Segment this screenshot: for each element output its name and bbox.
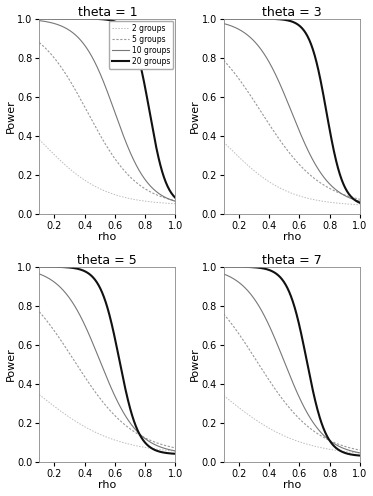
Legend: 2 groups, 5 groups, 10 groups, 20 groups: 2 groups, 5 groups, 10 groups, 20 groups bbox=[109, 21, 173, 68]
Title: theta = 7: theta = 7 bbox=[262, 253, 322, 266]
Y-axis label: Power: Power bbox=[190, 348, 200, 381]
Title: theta = 3: theta = 3 bbox=[262, 5, 322, 18]
X-axis label: rho: rho bbox=[283, 481, 301, 491]
X-axis label: rho: rho bbox=[98, 481, 116, 491]
X-axis label: rho: rho bbox=[283, 233, 301, 243]
Y-axis label: Power: Power bbox=[6, 100, 16, 133]
Y-axis label: Power: Power bbox=[190, 100, 200, 133]
Title: theta = 1: theta = 1 bbox=[78, 5, 137, 18]
Y-axis label: Power: Power bbox=[6, 348, 16, 381]
X-axis label: rho: rho bbox=[98, 233, 116, 243]
Title: theta = 5: theta = 5 bbox=[78, 253, 137, 266]
